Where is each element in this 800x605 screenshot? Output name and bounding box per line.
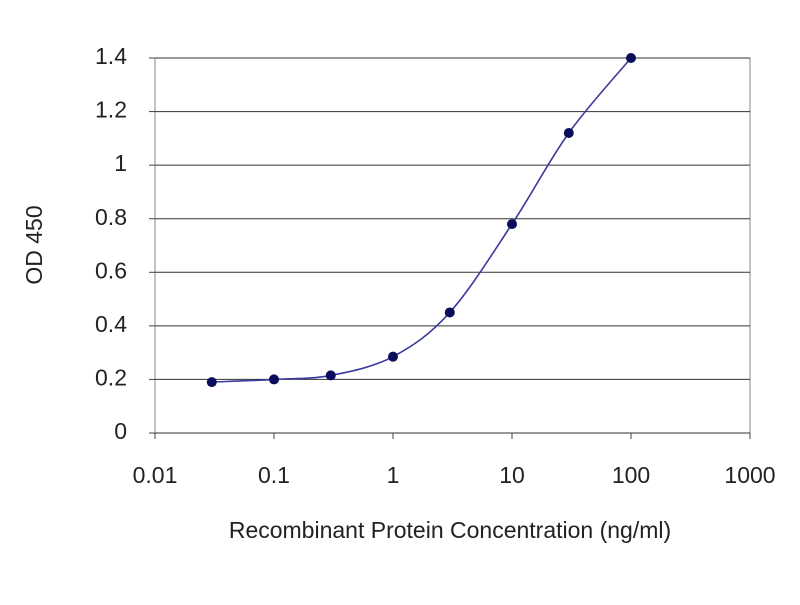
y-tick-label: 0.4 (95, 311, 127, 337)
y-tick-label: 0.8 (95, 204, 127, 230)
x-tick-label: 0.1 (258, 462, 290, 488)
y-axis-label: OD 450 (21, 205, 47, 284)
plot-area (154, 57, 751, 434)
y-tick-label: 1 (114, 150, 127, 176)
y-tick-label: 1.2 (95, 97, 127, 123)
data-point (325, 370, 336, 381)
data-point (269, 374, 279, 385)
data-point (507, 219, 517, 230)
x-tick-label: 100 (612, 462, 650, 488)
data-point (388, 351, 398, 362)
y-tick-label: 0 (114, 418, 127, 444)
x-tick-label: 10 (499, 462, 525, 488)
x-axis-label: Recombinant Protein Concentration (ng/ml… (229, 517, 671, 543)
data-point (626, 53, 636, 63)
data-point (206, 377, 217, 388)
data-point (563, 128, 574, 138)
x-tick-label: 1 (387, 462, 400, 488)
y-tick-label: 0.2 (95, 365, 127, 391)
x-tick-label: 0.01 (133, 462, 178, 488)
y-tick-label: 1.4 (95, 43, 127, 69)
y-tick-label: 0.6 (95, 257, 127, 283)
x-tick-label: 1000 (724, 462, 775, 488)
data-point (444, 307, 455, 318)
